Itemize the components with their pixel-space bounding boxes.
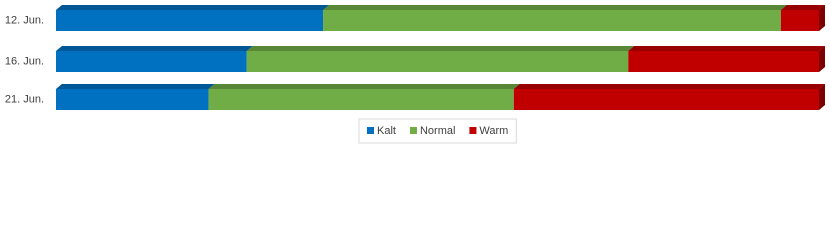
bar-side [819,5,825,31]
legend-label: Kalt [377,125,396,137]
y-tick-label: 16. Jun. [5,55,44,67]
bar-top-shade [628,46,825,51]
bar-top [56,84,215,89]
bar-side-shade [819,84,825,110]
bar [780,10,819,31]
bar-top-shade [780,5,825,10]
chart: 12. Jun. 16. Jun. 21. Jun. Kalt Normal Warm [5,5,825,144]
bar-top [628,46,825,51]
bar [628,51,819,72]
y-tick-label: 21. Jun. [5,93,44,105]
bar [208,89,514,110]
bar [323,10,781,31]
legend-swatch [409,127,417,134]
bar-side-shade [819,5,825,31]
legend-label: Warm [479,125,508,137]
bar [513,89,819,110]
bar-top [780,5,825,10]
bar [56,89,209,110]
bar [246,51,629,72]
legend-label: Normal [420,125,455,137]
bar-top-shade [513,84,825,89]
bar-top-shade [208,84,520,89]
bar-top-shade [323,5,787,10]
bar [56,51,247,72]
bar-top [246,46,635,51]
legend: Kalt Normal Warm [358,118,517,144]
legend-swatch [469,127,477,134]
bar-top [208,84,520,89]
bar-top-shade [56,5,330,10]
legend-swatch [367,127,374,134]
bar-side [819,46,825,72]
bar-top [323,5,787,10]
legend-box [358,118,517,144]
bar-side-shade [819,46,825,72]
bar-side [819,84,825,110]
y-tick-label: 12. Jun. [5,14,44,26]
bar-top [56,46,253,51]
bar-top-shade [246,46,635,51]
bar-top [513,84,825,89]
bar [56,10,324,31]
bar-top [56,5,330,10]
bar-top-shade [56,46,253,51]
bar-top-shade [56,84,215,89]
